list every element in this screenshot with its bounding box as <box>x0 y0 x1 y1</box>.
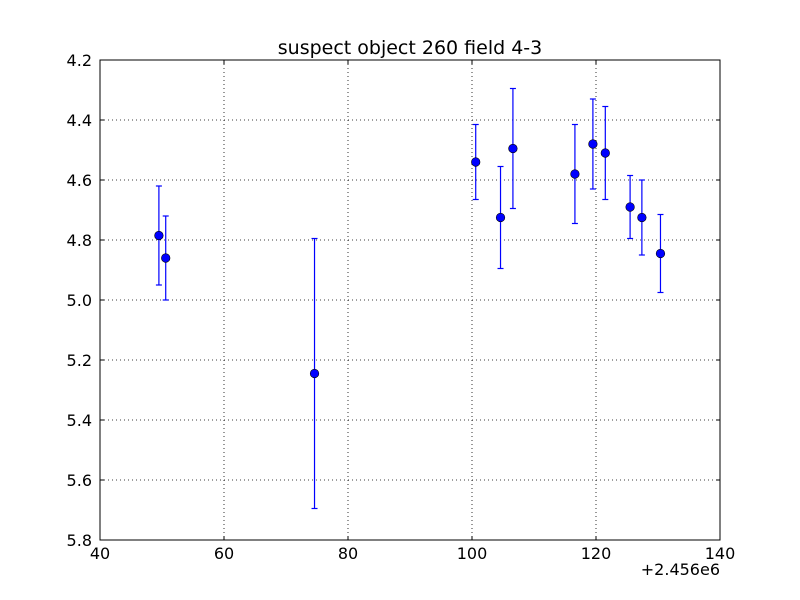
data-point <box>600 148 610 158</box>
x-tick-label: 120 <box>581 544 612 563</box>
x-tick-label: 100 <box>457 544 488 563</box>
data-point <box>508 143 518 154</box>
plot-frame <box>99 59 721 541</box>
data-point <box>471 157 481 167</box>
y-tick-label: 4.8 <box>67 231 92 250</box>
y-tick-label: 4.6 <box>67 171 92 190</box>
y-tick-label: 5.8 <box>67 531 92 550</box>
axis-ticks: 40 60 80 100 120 140 4.2 4.4 4.6 4.8 5.0 5.2 5.4 5.6 5… <box>67 51 736 563</box>
x-tick-label: 140 <box>705 544 736 563</box>
x-tick-label: 60 <box>214 544 234 563</box>
data-point <box>495 212 506 223</box>
y-tick-label: 4.2 <box>67 51 92 70</box>
data-point <box>625 202 635 212</box>
data-point <box>570 169 580 179</box>
x-axis-offset-label: +2.456e6 <box>641 560 720 579</box>
y-tick-label: 5.6 <box>67 471 92 490</box>
y-tick-label: 4.4 <box>67 111 92 130</box>
data-point <box>655 248 666 259</box>
chart-title: suspect object 260 field 4-3 <box>278 37 543 59</box>
data-series <box>154 87 666 510</box>
data-point <box>309 368 320 379</box>
x-tick-label: 40 <box>90 544 110 563</box>
y-tick-label: 5.4 <box>67 411 92 430</box>
y-tick-label: 5.2 <box>67 351 92 370</box>
x-tick-label: 80 <box>338 544 358 563</box>
y-tick-label: 5.0 <box>67 291 92 310</box>
data-point <box>588 139 598 149</box>
data-point <box>637 212 647 223</box>
data-point <box>154 230 164 241</box>
data-point <box>161 253 171 263</box>
grid <box>100 60 720 540</box>
